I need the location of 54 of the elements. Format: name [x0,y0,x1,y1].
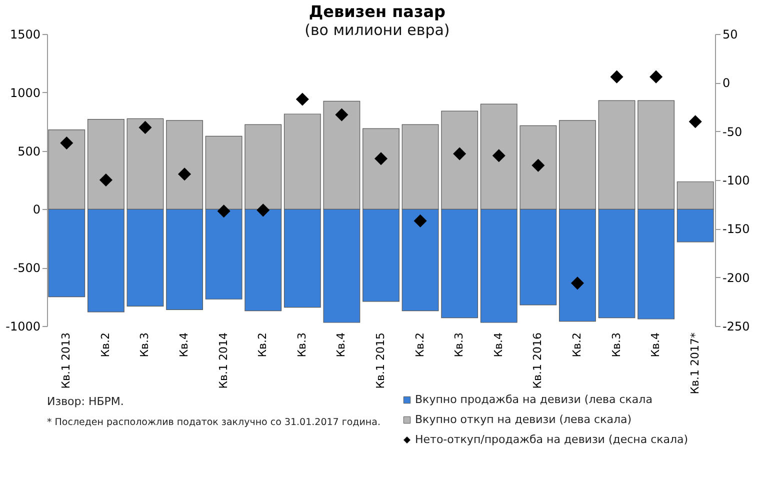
point [650,70,663,84]
x-tick-label: Кв.2 [413,332,426,358]
x-tick-label: Кв.2 [570,332,584,358]
y2-tick-label: -250 [722,320,750,334]
x-tick-label: Кв.3 [295,332,308,358]
point [335,108,348,122]
y-tick-label: 500 [18,144,40,158]
y-tick-label: 0 [32,202,40,217]
point [532,158,545,172]
point [414,214,427,228]
point [453,147,466,160]
y-tick-label: -500 [13,261,40,276]
point [217,204,230,218]
point [688,115,702,128]
legend-label: Вкупно продажба на девизи (лева скала [415,393,652,406]
x-tick-label: Кв.3 [138,332,152,358]
y2-tick-label: -200 [722,270,750,285]
point [570,276,584,290]
x-tick-label: Кв.4 [649,332,662,358]
point [610,70,624,84]
x-tick-label: Кв.1 2014 [216,332,230,389]
legend-label: Нето-откуп/продажба на девизи (десна скала) [415,433,688,446]
x-tick-label: Кв.2 [98,332,112,358]
y2-tick-label: -150 [722,222,750,236]
x-tick-label: Кв.2 [256,332,270,358]
y-tick-label: 1000 [10,86,40,100]
y-tick-label: -1000 [6,320,40,334]
x-tick-label: Кв.1 2016 [531,332,544,389]
text: Извор: НБРМ. [47,395,124,408]
y2-tick-label: -50 [722,124,742,139]
point [178,168,192,181]
chart-subtitle: (во милиони евра) [304,21,450,39]
chart-title: Девизен пазар [308,2,446,21]
point [60,136,74,150]
point [99,173,112,187]
point [138,120,152,134]
text: * Последен расположлив податок заклучно со 31.01.2017 година. [47,417,380,428]
y2-tick-label: 0 [722,76,730,90]
x-tick-label: Кв.3 [610,332,623,358]
x-tick-label: Кв.4 [178,332,191,358]
point [492,149,506,162]
x-tick-label: Кв.4 [492,332,505,358]
y2-tick-label: 50 [722,28,738,42]
y-tick-label: 1500 [10,28,40,42]
legend-label: Вкупно откуп на девизи (лева скала) [415,413,632,426]
x-tick-label: Кв.4 [334,332,348,358]
x-tick-label: Кв.1 2017* [688,332,702,394]
point [256,204,270,217]
y2-tick-label: -100 [722,174,750,188]
point [296,92,309,106]
x-tick-label: Кв.1 2015 [374,332,387,389]
x-tick-label: Кв.1 2013 [60,332,73,389]
point [374,152,388,166]
x-tick-label: Кв.3 [452,332,466,358]
